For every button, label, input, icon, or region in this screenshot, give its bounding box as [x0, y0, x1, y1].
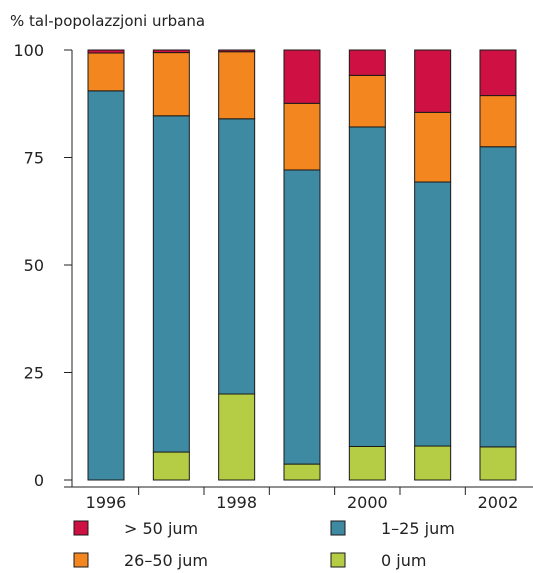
bar-segment: [414, 49, 452, 113]
bar-segment: [87, 90, 125, 481]
legend: > 50 jum 1–25 jum 26–50 jum 0 jum: [73, 519, 455, 570]
y-axis-label: % tal-popolazzjoni urbana: [10, 12, 205, 30]
bar-segment: [348, 74, 386, 128]
legend-swatch: [330, 552, 346, 568]
x-tick-label: 1998: [216, 493, 257, 512]
x-tick-label: 2002: [478, 493, 519, 512]
axes: [64, 49, 533, 495]
bar-segment: [283, 102, 321, 171]
legend-swatch: [73, 520, 89, 536]
bar-segment: [218, 393, 256, 481]
bar-segment: [152, 52, 190, 117]
bar-segment: [283, 169, 321, 465]
bar-segment: [348, 445, 386, 481]
bar-segment: [152, 49, 190, 54]
legend-label: 0 jum: [381, 551, 426, 570]
bar-segment: [152, 451, 190, 481]
y-tick-label: 0: [34, 471, 44, 490]
x-tick-label: 2000: [347, 493, 388, 512]
legend-swatch: [330, 520, 346, 536]
y-tick-label: 100: [13, 41, 44, 60]
bars: [87, 49, 517, 481]
x-tick-label: 1996: [86, 493, 127, 512]
y-tick-labels: 0 25 50 75 100: [13, 41, 44, 490]
bar-segment: [479, 446, 517, 481]
bar-segment: [87, 52, 125, 92]
bar-segment: [348, 126, 386, 447]
bar-segment: [218, 51, 256, 120]
x-tick-labels: 1996 1998 2000 2002: [86, 493, 519, 512]
legend-label: > 50 jum: [124, 519, 198, 538]
legend-label: 26–50 jum: [124, 551, 208, 570]
y-tick-label: 50: [24, 256, 44, 275]
y-tick-label: 25: [24, 364, 44, 383]
bar-segment: [414, 445, 452, 481]
bar-segment: [87, 49, 125, 54]
bar-segment: [479, 49, 517, 97]
bar-segment: [283, 49, 321, 104]
y-tick-label: 75: [24, 149, 44, 168]
bar-segment: [348, 49, 386, 76]
legend-label: 1–25 jum: [381, 519, 455, 538]
bar-segment: [283, 463, 321, 481]
bar-segment: [414, 111, 452, 183]
bar-segment: [152, 115, 190, 453]
bar-segment: [414, 181, 452, 447]
legend-swatch: [73, 552, 89, 568]
bar-segment: [218, 49, 256, 53]
bar-segment: [218, 118, 256, 395]
bar-segment: [479, 95, 517, 148]
bar-segment: [479, 146, 517, 448]
